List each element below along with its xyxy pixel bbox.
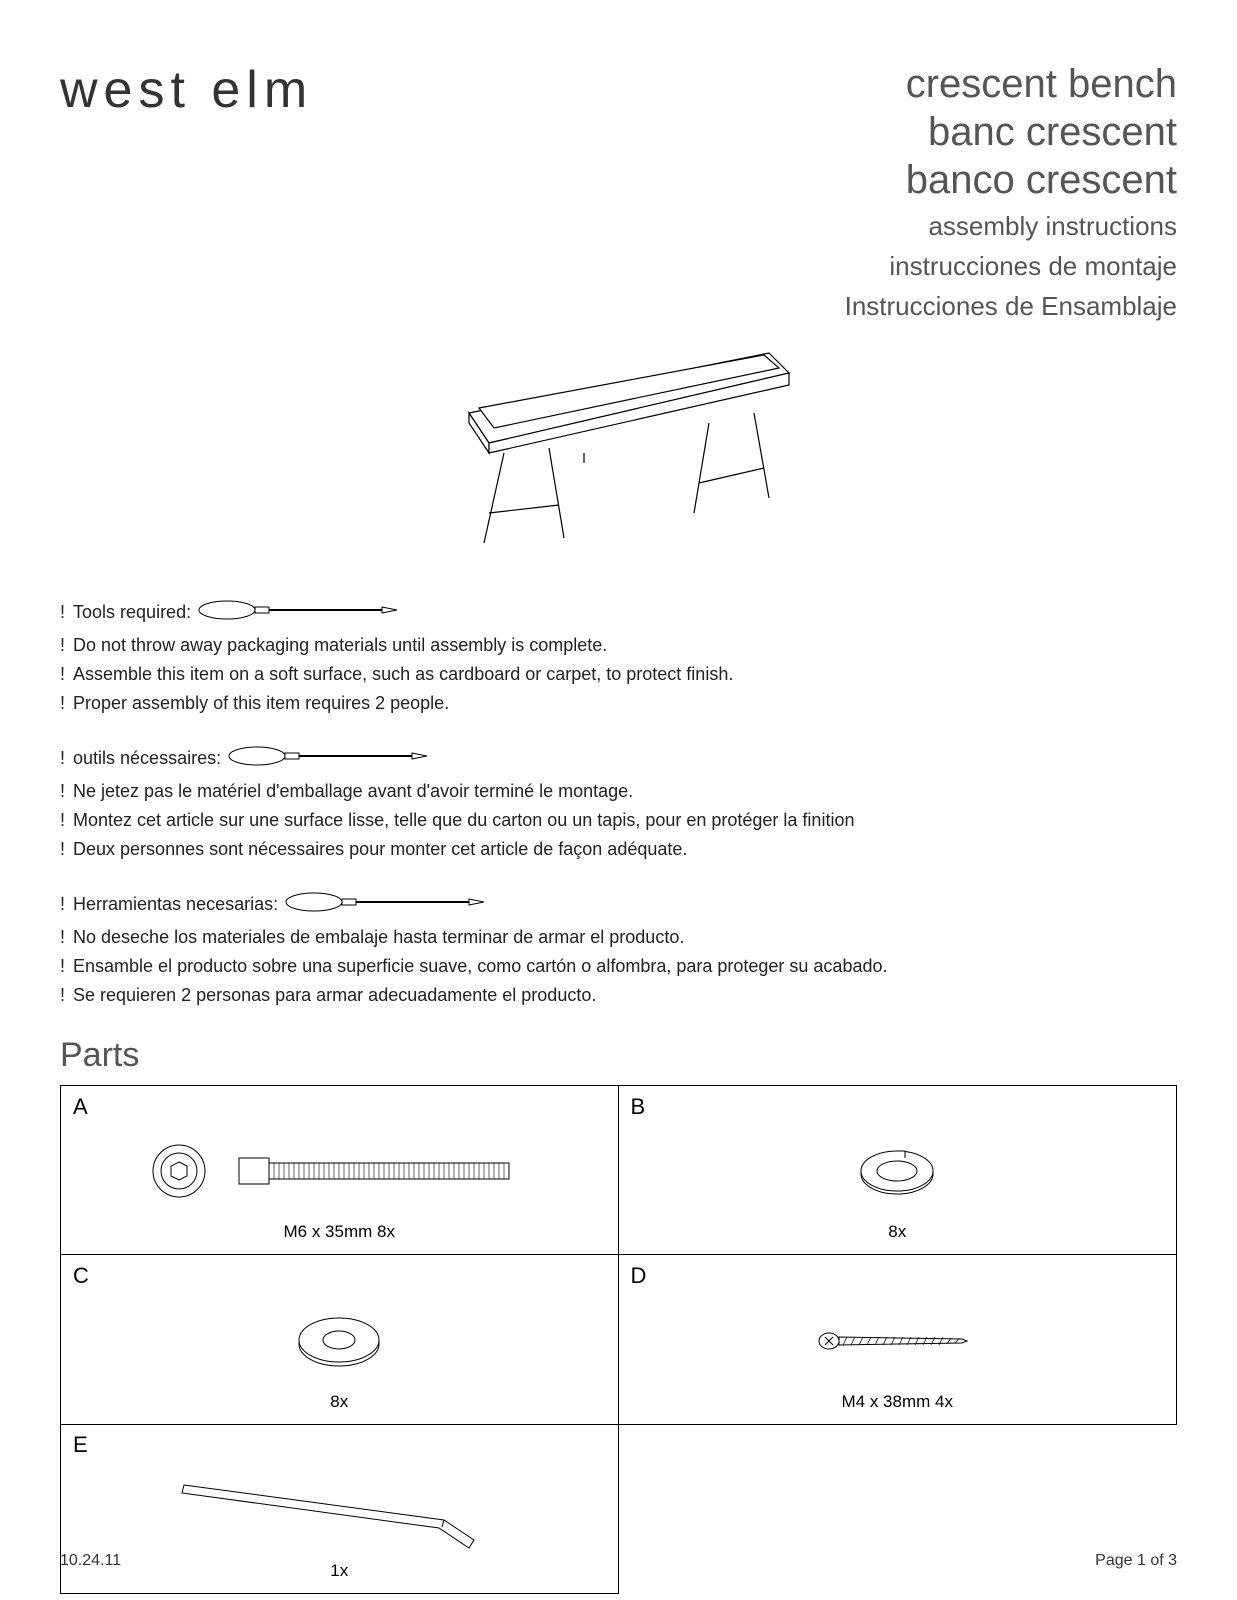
bench-icon [409, 313, 829, 573]
part-d-caption: M4 x 38mm 4x [631, 1392, 1165, 1416]
note-es-2: !Ensamble el producto sobre una superfic… [60, 956, 1177, 977]
screwdriver-icon [284, 890, 484, 919]
title-block: crescent bench banc crescent banco cresc… [845, 60, 1177, 323]
part-c-label: C [73, 1263, 606, 1289]
part-b-label: B [631, 1094, 1165, 1120]
tools-label: Herramientas necesarias: [73, 894, 278, 915]
part-d-label: D [631, 1263, 1165, 1289]
part-a: A M6 x 35mm 8x [60, 1085, 619, 1255]
note-fr-3: !Deux personnes sont nécessaires pour mo… [60, 839, 1177, 860]
subtitle-fr: instrucciones de montaje [845, 250, 1177, 284]
note-es-3: !Se requieren 2 personas para armar adec… [60, 985, 1177, 1006]
part-c-illustration [73, 1289, 606, 1392]
part-c: C 8x [60, 1255, 619, 1425]
bolt-icon [129, 1136, 549, 1206]
brand-logo: west elm [60, 60, 313, 120]
tools-required-fr: ! outils nécessaires: [60, 744, 1177, 773]
notes-es: ! Herramientas necesarias: !No deseche l… [60, 890, 1177, 1006]
lock-washer-icon [837, 1136, 957, 1206]
part-a-label: A [73, 1094, 606, 1120]
page: west elm crescent bench banc crescent ba… [0, 0, 1237, 1600]
notes-section: ! Tools required: !Do not throw away pac… [60, 598, 1177, 1006]
part-e-illustration [73, 1458, 606, 1561]
tools-label: Tools required: [73, 602, 191, 623]
tools-required-en: ! Tools required: [60, 598, 1177, 627]
note-fr-2: !Montez cet article sur une surface liss… [60, 810, 1177, 831]
part-b-illustration [631, 1120, 1165, 1222]
screwdriver-icon [197, 598, 397, 627]
part-d: D M4 x 38mm 4x [619, 1255, 1178, 1425]
tools-label: outils nécessaires: [73, 748, 221, 769]
title-es: banco crescent [845, 156, 1177, 204]
title-en: crescent bench [845, 60, 1177, 108]
footer-date: 10.24.11 [60, 1552, 121, 1570]
subtitle-es: Instrucciones de Ensamblaje [845, 290, 1177, 324]
note-en-1: !Do not throw away packaging materials u… [60, 635, 1177, 656]
tools-required-es: ! Herramientas necesarias: [60, 890, 1177, 919]
header: west elm crescent bench banc crescent ba… [60, 60, 1177, 323]
notes-fr: ! outils nécessaires: !Ne jetez pas le m… [60, 744, 1177, 860]
part-e-label: E [73, 1432, 606, 1458]
parts-heading: Parts [60, 1036, 1177, 1075]
title-fr: banc crescent [845, 108, 1177, 156]
part-d-illustration [631, 1289, 1165, 1392]
allen-key-icon [164, 1470, 514, 1550]
note-en-3: !Proper assembly of this item requires 2… [60, 693, 1177, 714]
part-c-caption: 8x [73, 1392, 606, 1416]
note-en-2: !Assemble this item on a soft surface, s… [60, 664, 1177, 685]
note-es-1: !No deseche los materiales de embalaje h… [60, 927, 1177, 948]
part-b: B 8x [619, 1085, 1178, 1255]
footer-page: Page 1 of 3 [1095, 1552, 1177, 1570]
screw-icon [817, 1321, 977, 1361]
note-fr-1: !Ne jetez pas le matériel d'emballage av… [60, 781, 1177, 802]
product-illustration [60, 313, 1177, 578]
part-a-illustration [73, 1120, 606, 1222]
part-a-caption: M6 x 35mm 8x [73, 1222, 606, 1246]
footer: 10.24.11 Page 1 of 3 [60, 1552, 1177, 1570]
subtitle-en: assembly instructions [845, 210, 1177, 244]
flat-washer-icon [279, 1306, 399, 1376]
parts-grid: A M6 x 35mm 8x B [60, 1085, 1177, 1425]
notes-en: ! Tools required: !Do not throw away pac… [60, 598, 1177, 714]
screwdriver-icon [227, 744, 427, 773]
part-b-caption: 8x [631, 1222, 1165, 1246]
